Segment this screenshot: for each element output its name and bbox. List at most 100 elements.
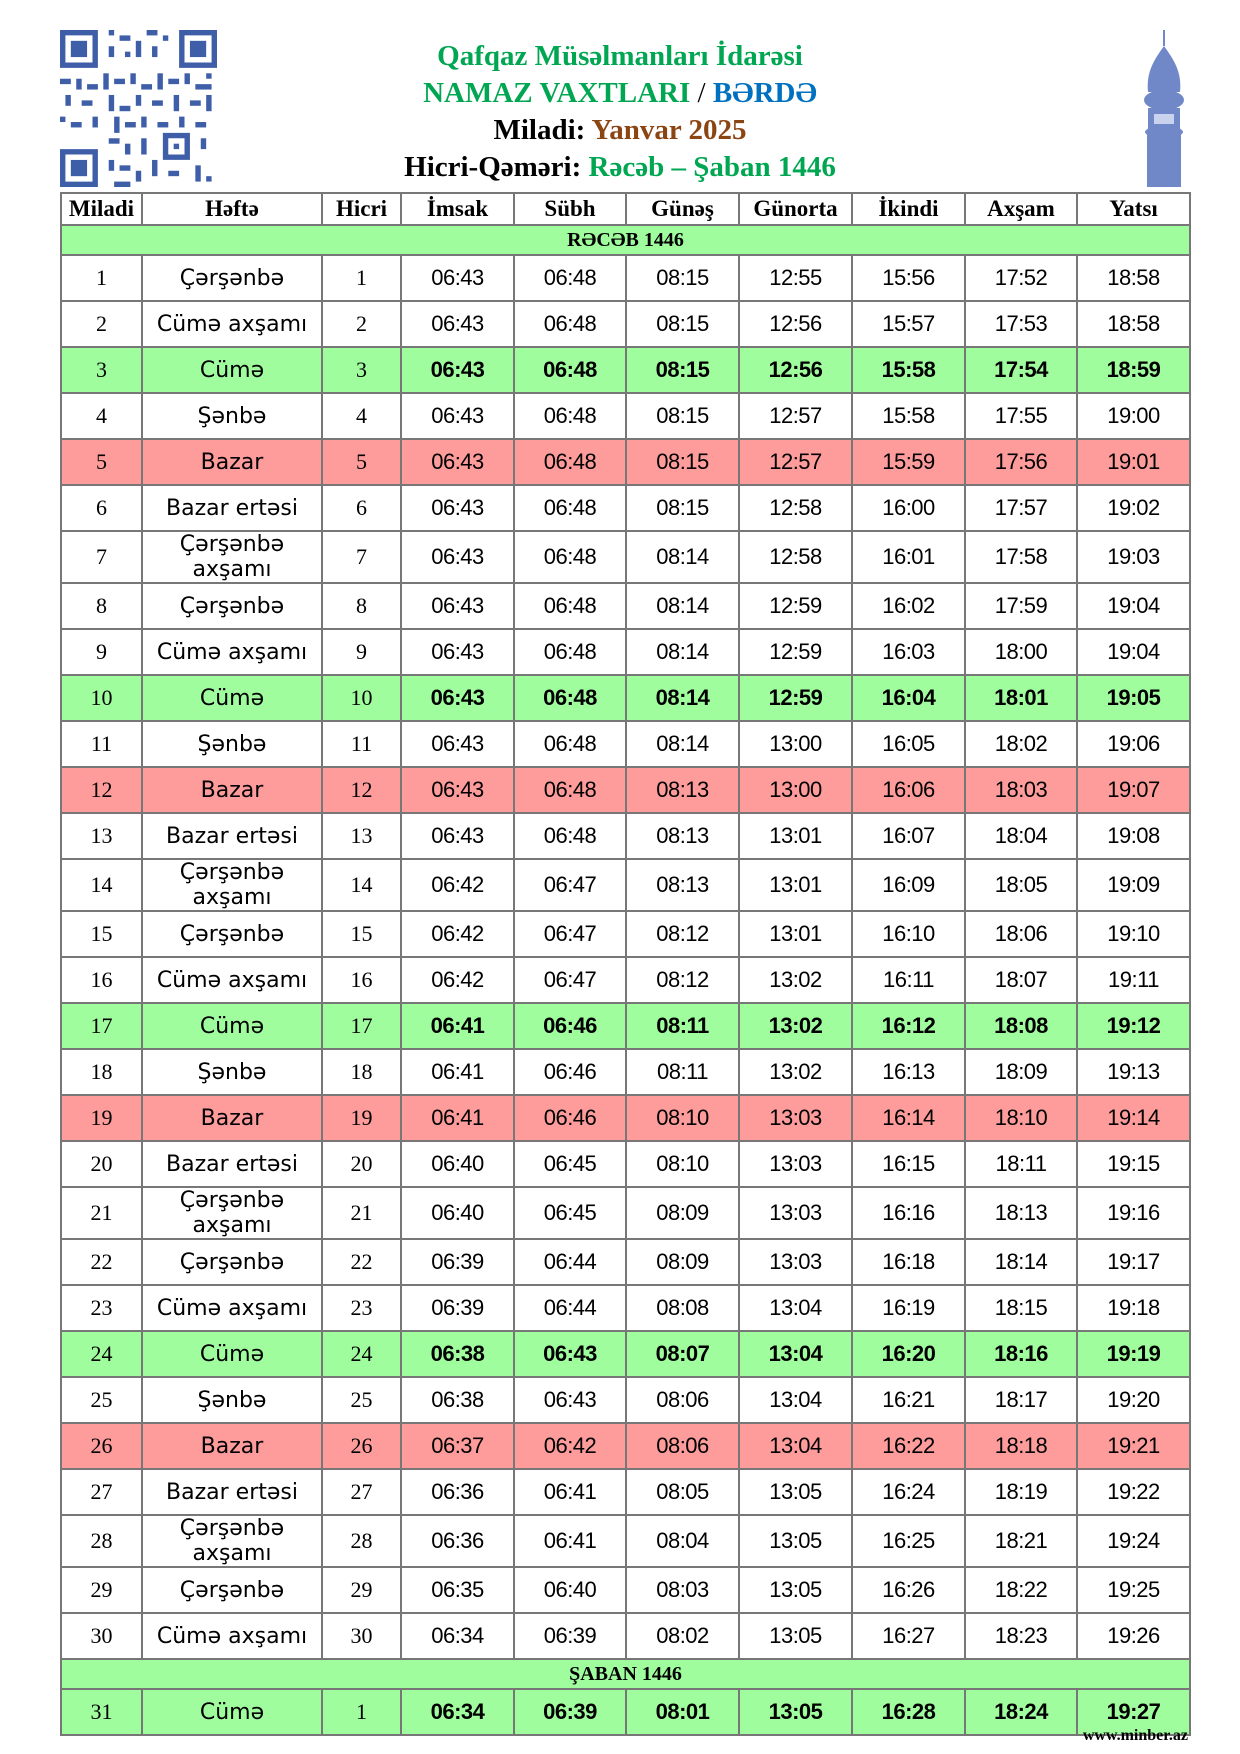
hicri-day: 19 bbox=[321, 1094, 402, 1142]
title-prefix: NAMAZ VAXTLARI bbox=[423, 77, 691, 109]
time-ikindi: 16:13 bbox=[851, 1048, 966, 1096]
time-yatsi: 19:03 bbox=[1076, 530, 1191, 584]
time-gunorta: 13:05 bbox=[738, 1566, 853, 1614]
time-yatsi: 19:20 bbox=[1076, 1376, 1191, 1424]
miladi-day: 10 bbox=[60, 674, 143, 722]
table-row: 13 Bazar ertəsi 13 06:43 06:48 08:13 13:01 16:0… bbox=[60, 812, 1191, 860]
time-gunorta: 12:55 bbox=[738, 254, 853, 302]
time-imsak: 06:43 bbox=[400, 300, 515, 348]
weekday: Çərşənbə bbox=[141, 910, 323, 958]
time-gunes: 08:04 bbox=[625, 1514, 740, 1568]
time-gunes: 08:01 bbox=[625, 1688, 740, 1736]
hicri-day: 28 bbox=[321, 1514, 402, 1568]
time-yatsi: 19:21 bbox=[1076, 1422, 1191, 1470]
hicri-day: 8 bbox=[321, 582, 402, 630]
time-ikindi: 16:02 bbox=[851, 582, 966, 630]
time-subh: 06:48 bbox=[513, 674, 627, 722]
table-row: 18 Şənbə 18 06:41 06:46 08:11 13:02 16:13 18:09 1… bbox=[60, 1048, 1191, 1096]
time-imsak: 06:42 bbox=[400, 910, 515, 958]
time-gunes: 08:15 bbox=[625, 392, 740, 440]
time-axsam: 18:11 bbox=[964, 1140, 1078, 1188]
time-ikindi: 16:21 bbox=[851, 1376, 966, 1424]
time-subh: 06:47 bbox=[513, 956, 627, 1004]
time-ikindi: 16:22 bbox=[851, 1422, 966, 1470]
time-gunorta: 12:57 bbox=[738, 438, 853, 486]
hicri-day: 22 bbox=[321, 1238, 402, 1286]
time-gunorta: 13:05 bbox=[738, 1688, 853, 1736]
weekday: Bazar bbox=[141, 438, 323, 486]
time-subh: 06:42 bbox=[513, 1422, 627, 1470]
time-gunorta: 13:03 bbox=[738, 1186, 853, 1240]
weekday: Cümə bbox=[141, 346, 323, 394]
table-row: 4 Şənbə 4 06:43 06:48 08:15 12:57 15:58 17:55 19:… bbox=[60, 392, 1191, 440]
time-ikindi: 15:57 bbox=[851, 300, 966, 348]
time-imsak: 06:41 bbox=[400, 1094, 515, 1142]
time-subh: 06:39 bbox=[513, 1688, 627, 1736]
hicri-day: 11 bbox=[321, 720, 402, 768]
time-gunes: 08:09 bbox=[625, 1186, 740, 1240]
hicri-day: 10 bbox=[321, 674, 402, 722]
table-row: 9 Cümə axşamı 9 06:43 06:48 08:14 12:59 16:03 18… bbox=[60, 628, 1191, 676]
time-gunorta: 12:56 bbox=[738, 346, 853, 394]
miladi-day: 3 bbox=[60, 346, 143, 394]
time-gunorta: 12:57 bbox=[738, 392, 853, 440]
weekday: Bazar bbox=[141, 1094, 323, 1142]
time-gunes: 08:08 bbox=[625, 1284, 740, 1332]
hicri-day: 9 bbox=[321, 628, 402, 676]
time-subh: 06:48 bbox=[513, 812, 627, 860]
time-gunes: 08:05 bbox=[625, 1468, 740, 1516]
miladi-day: 17 bbox=[60, 1002, 143, 1050]
weekday: Çərşənbə axşamı bbox=[141, 858, 323, 912]
qr-code-icon bbox=[60, 30, 217, 187]
page-title: NAMAZ VAXTLARI / BƏRDƏ bbox=[300, 75, 940, 112]
time-gunes: 08:14 bbox=[625, 582, 740, 630]
time-gunes: 08:15 bbox=[625, 346, 740, 394]
time-gunes: 08:11 bbox=[625, 1048, 740, 1096]
table-row: 3 Cümə 3 06:43 06:48 08:15 12:56 15:58 17:54 18:5… bbox=[60, 346, 1191, 394]
miladi-day: 9 bbox=[60, 628, 143, 676]
time-gunes: 08:06 bbox=[625, 1422, 740, 1470]
time-gunes: 08:14 bbox=[625, 628, 740, 676]
table-row: 23 Cümə axşamı 23 06:39 06:44 08:08 13:04 16:19… bbox=[60, 1284, 1191, 1332]
time-yatsi: 19:25 bbox=[1076, 1566, 1191, 1614]
organization-name: Qafqaz Müsəlmanları İdarəsi bbox=[437, 40, 803, 72]
time-gunorta: 12:59 bbox=[738, 628, 853, 676]
time-imsak: 06:43 bbox=[400, 812, 515, 860]
weekday: Cümə bbox=[141, 1330, 323, 1378]
time-subh: 06:48 bbox=[513, 392, 627, 440]
table-row: 24 Cümə 24 06:38 06:43 08:07 13:04 16:20 18:16 19… bbox=[60, 1330, 1191, 1378]
miladi-day: 8 bbox=[60, 582, 143, 630]
miladi-day: 26 bbox=[60, 1422, 143, 1470]
weekday: Cümə bbox=[141, 1002, 323, 1050]
miladi-label: Miladi: bbox=[493, 114, 592, 146]
time-subh: 06:47 bbox=[513, 910, 627, 958]
time-gunorta: 13:03 bbox=[738, 1140, 853, 1188]
time-subh: 06:46 bbox=[513, 1002, 627, 1050]
time-gunorta: 12:58 bbox=[738, 484, 853, 532]
time-imsak: 06:43 bbox=[400, 392, 515, 440]
time-gunorta: 13:05 bbox=[738, 1612, 853, 1660]
time-gunorta: 13:04 bbox=[738, 1422, 853, 1470]
time-axsam: 17:56 bbox=[964, 438, 1078, 486]
weekday: Bazar ertəsi bbox=[141, 812, 323, 860]
time-subh: 06:47 bbox=[513, 858, 627, 912]
time-yatsi: 19:06 bbox=[1076, 720, 1191, 768]
time-subh: 06:43 bbox=[513, 1330, 627, 1378]
miladi-day: 6 bbox=[60, 484, 143, 532]
time-yatsi: 19:19 bbox=[1076, 1330, 1191, 1378]
time-gunes: 08:15 bbox=[625, 254, 740, 302]
hicri-day: 25 bbox=[321, 1376, 402, 1424]
column-header: İkindi bbox=[851, 192, 966, 226]
time-imsak: 06:34 bbox=[400, 1688, 515, 1736]
time-ikindi: 16:14 bbox=[851, 1094, 966, 1142]
time-imsak: 06:43 bbox=[400, 628, 515, 676]
time-imsak: 06:39 bbox=[400, 1238, 515, 1286]
miladi-day: 4 bbox=[60, 392, 143, 440]
time-subh: 06:48 bbox=[513, 720, 627, 768]
miladi-day: 24 bbox=[60, 1330, 143, 1378]
time-imsak: 06:36 bbox=[400, 1514, 515, 1568]
time-ikindi: 16:03 bbox=[851, 628, 966, 676]
time-imsak: 06:40 bbox=[400, 1186, 515, 1240]
gregorian-month: Miladi: Yanvar 2025 bbox=[300, 112, 940, 149]
miladi-day: 1 bbox=[60, 254, 143, 302]
